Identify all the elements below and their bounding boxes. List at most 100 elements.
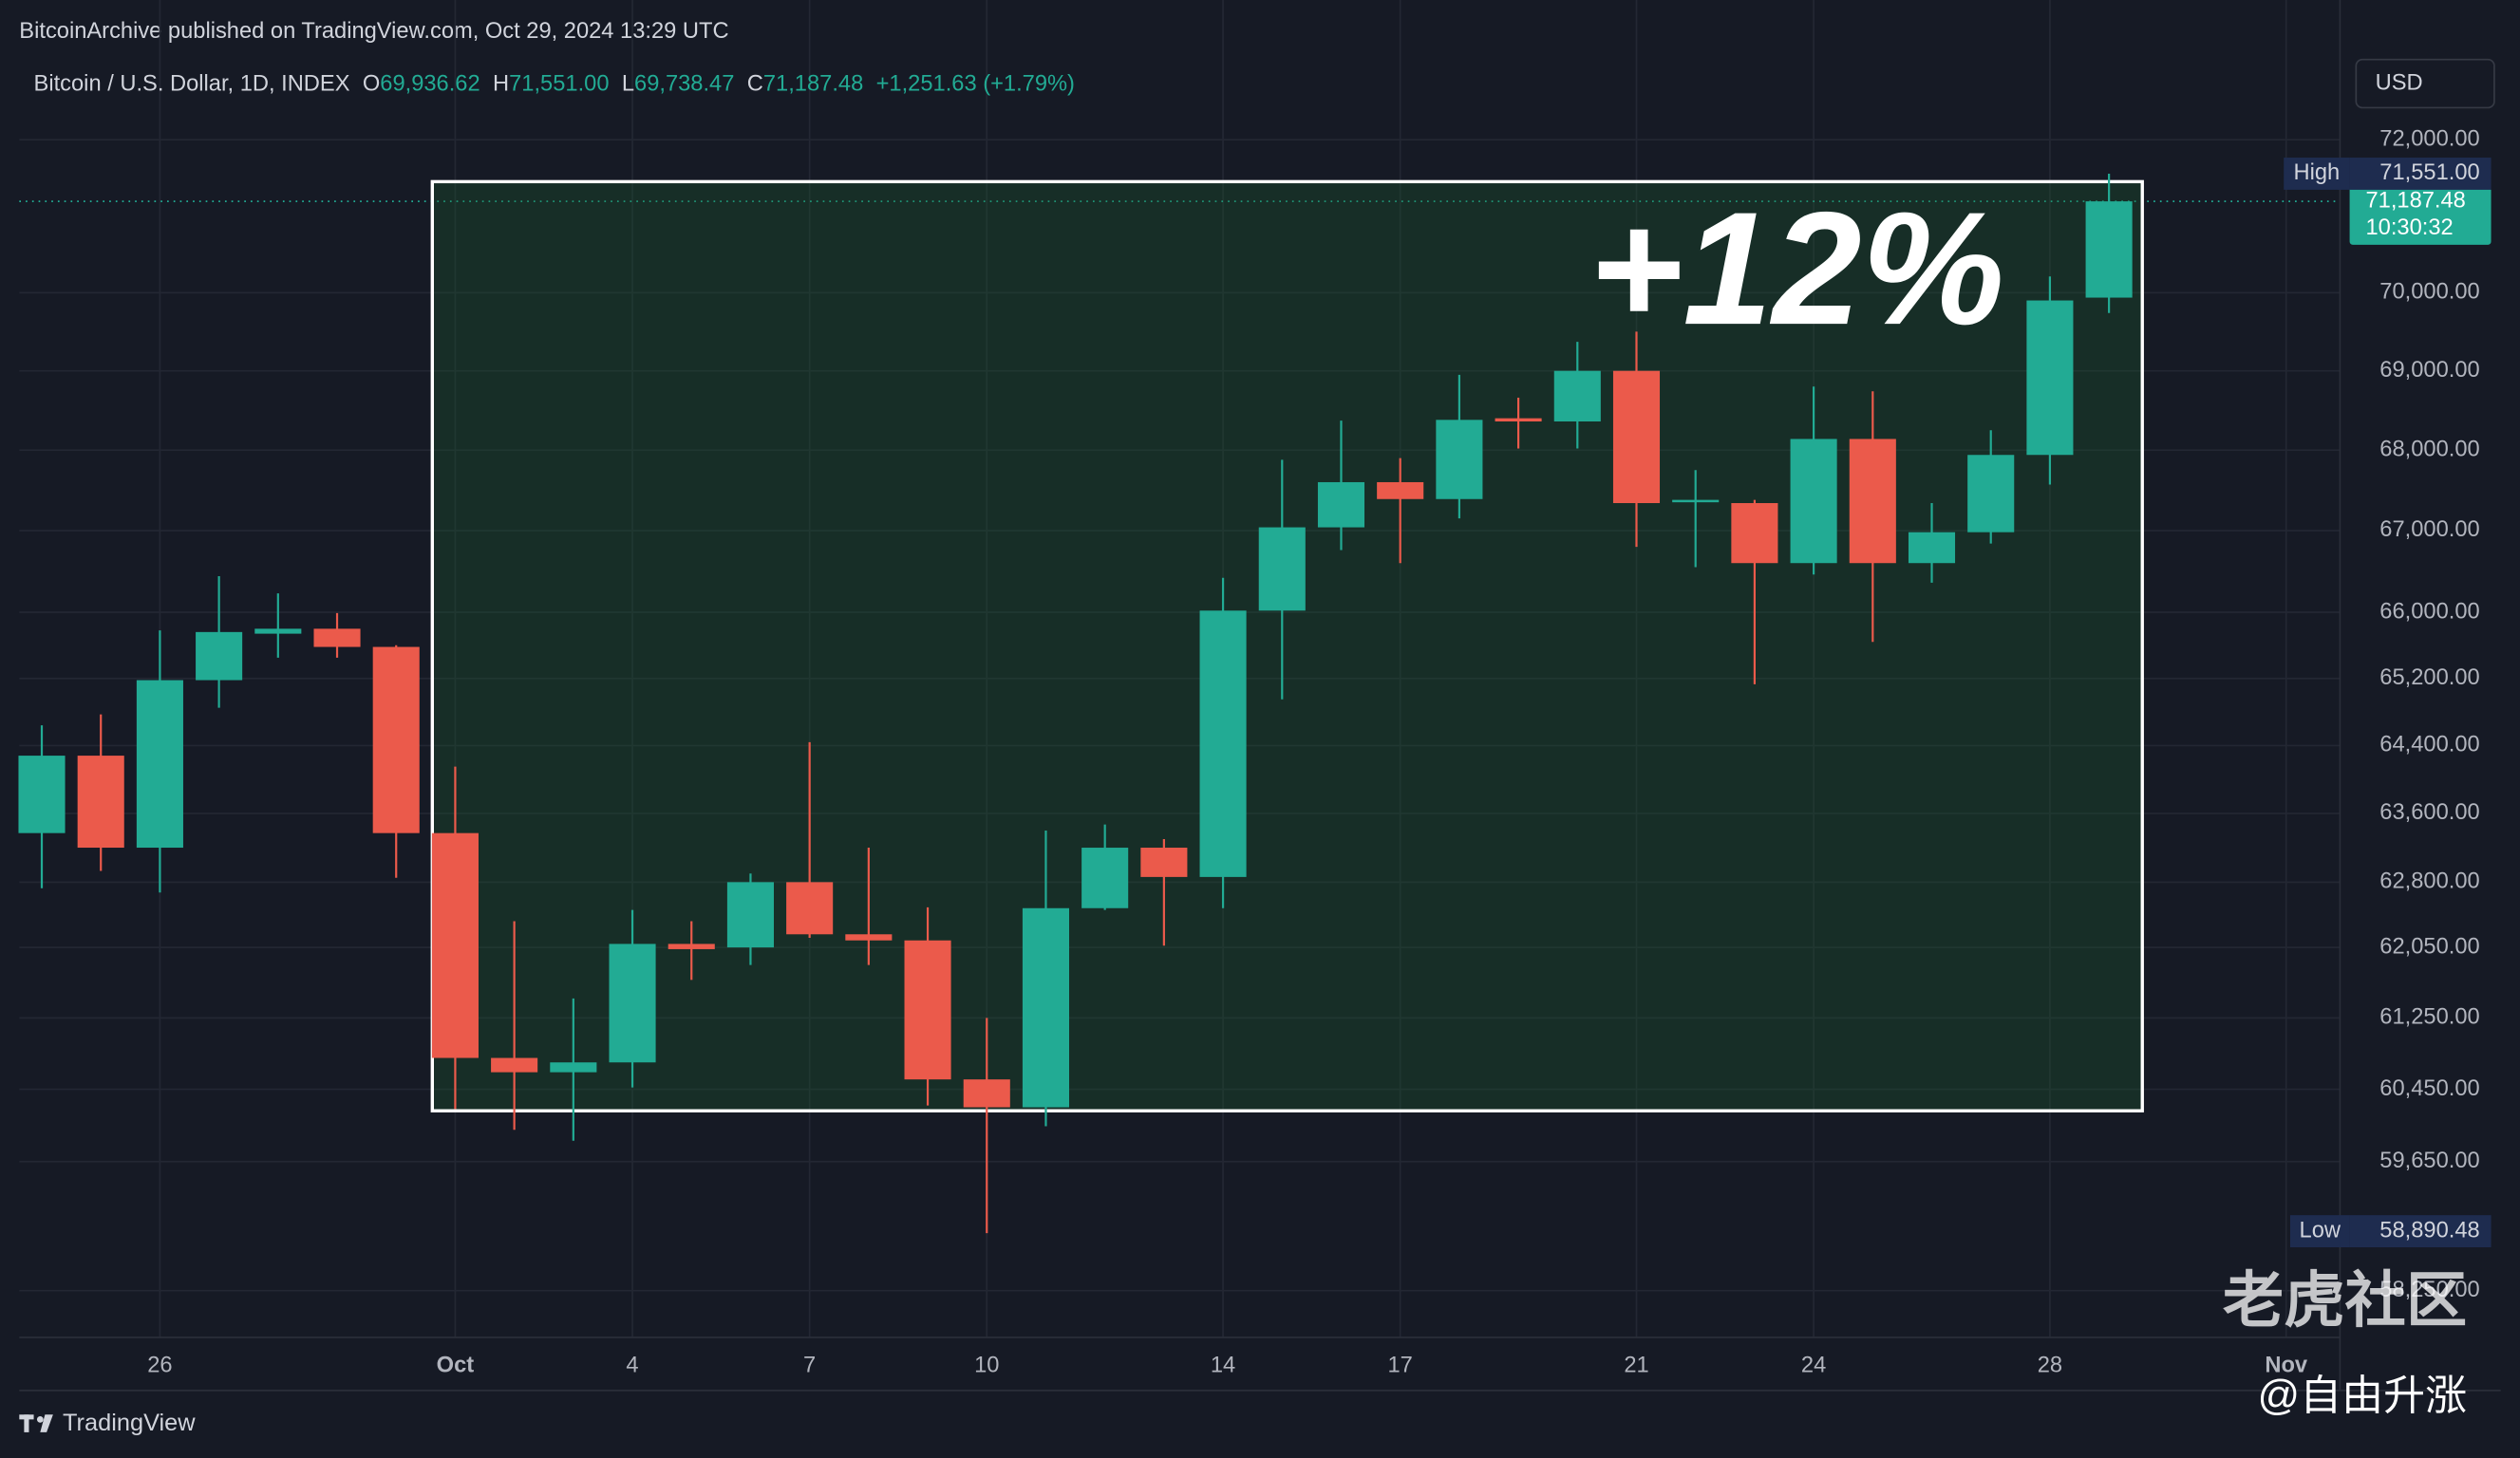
candle-body xyxy=(1495,418,1542,421)
y-tick-label: 58,250.00 xyxy=(2379,1278,2479,1302)
y-tick-label: 61,250.00 xyxy=(2379,1005,2479,1030)
countdown: 10:30:32 xyxy=(2366,215,2454,240)
candle-body xyxy=(18,756,66,833)
l-value: 69,738.47 xyxy=(634,72,734,97)
price-marker-name: High xyxy=(2294,160,2341,185)
candle-body xyxy=(1377,481,1424,499)
price-marker-name: Low xyxy=(2300,1218,2341,1243)
last-price-box xyxy=(2349,186,2492,245)
brand: TradingView xyxy=(63,1410,196,1436)
candle-body xyxy=(1199,610,1247,877)
price-marker-box xyxy=(2349,158,2492,190)
candle-body xyxy=(431,832,479,1058)
candle-body xyxy=(2026,300,2074,456)
candle-body xyxy=(372,646,420,833)
h-value: 71,551.00 xyxy=(509,72,609,97)
price-marker-label: 71,551.00 xyxy=(2379,160,2479,185)
candle-body xyxy=(196,631,243,681)
y-tick-label: 66,000.00 xyxy=(2379,599,2479,624)
y-tick-label: 59,650.00 xyxy=(2379,1149,2479,1173)
x-tick-label: 4 xyxy=(626,1354,638,1378)
price-marker-name-box xyxy=(2284,158,2350,190)
candle-body xyxy=(668,944,715,949)
h-key: H xyxy=(493,72,509,97)
candle-body xyxy=(136,680,183,849)
candle-body xyxy=(1731,503,1778,564)
o-key: O xyxy=(363,72,380,97)
l-key: L xyxy=(622,72,634,97)
y-tick-label: 70,000.00 xyxy=(2379,280,2479,305)
last-price-label: 71,187.48 xyxy=(2366,188,2466,213)
candle-body xyxy=(786,882,834,935)
candle-body xyxy=(1967,455,2015,533)
y-tick-label: 62,050.00 xyxy=(2379,934,2479,959)
watermark: 老虎社区 xyxy=(2223,1266,2467,1335)
candle-body xyxy=(904,940,951,1080)
candle-body xyxy=(77,756,124,849)
candle-body xyxy=(1908,532,1956,564)
price-marker-box xyxy=(2349,1215,2492,1248)
currency[interactable]: USD xyxy=(2376,70,2423,95)
o-value: 69,936.62 xyxy=(380,72,480,97)
range-box xyxy=(430,179,2144,1112)
x-tick-label: 21 xyxy=(1624,1354,1648,1378)
candle-body xyxy=(1612,370,1661,504)
candle-body xyxy=(550,1062,597,1073)
y-tick-label: 60,450.00 xyxy=(2379,1076,2479,1101)
y-tick-label: 72,000.00 xyxy=(2379,126,2479,151)
y-tick-label: 69,000.00 xyxy=(2379,358,2479,383)
x-tick-label: 10 xyxy=(974,1354,999,1378)
y-tick-label: 64,400.00 xyxy=(2379,733,2479,757)
currency-button[interactable] xyxy=(2355,58,2495,109)
publisher-line: BitcoinArchive published on TradingView.… xyxy=(19,19,728,44)
candle-body xyxy=(1022,907,1070,1108)
x-tick-label: Nov xyxy=(2265,1354,2308,1378)
candle-body xyxy=(1790,439,1837,564)
candles xyxy=(18,173,2133,1234)
candle-body xyxy=(1436,420,1483,499)
logo-part xyxy=(24,1414,29,1432)
candle-body xyxy=(1849,439,1896,564)
candle-body xyxy=(1140,848,1188,877)
x-tick-label: 14 xyxy=(1211,1354,1235,1378)
candle-body xyxy=(963,1079,1010,1108)
y-tick-label: 65,200.00 xyxy=(2379,665,2479,690)
candle-body xyxy=(609,944,656,1063)
ohlc-legend: Bitcoin / U.S. Dollar, 1D, INDEX O69,936… xyxy=(34,72,1075,97)
candle-body xyxy=(1317,481,1365,528)
price-marker-name-box xyxy=(2289,1215,2350,1248)
x-tick-label: Oct xyxy=(437,1354,475,1378)
symbol: Bitcoin / U.S. Dollar, 1D, INDEX xyxy=(34,72,350,97)
y-tick-label: 63,600.00 xyxy=(2379,800,2479,825)
x-tick-label: 17 xyxy=(1388,1354,1413,1378)
candle-body xyxy=(313,628,361,647)
candle-body xyxy=(1081,848,1129,908)
change: +1,251.63 (+1.79%) xyxy=(876,72,1075,97)
x-tick-label: 28 xyxy=(2038,1354,2062,1378)
candle-body xyxy=(1553,370,1601,421)
y-tick-label: 68,000.00 xyxy=(2379,437,2479,461)
candle-body xyxy=(2085,201,2133,298)
axis-labels: 72,000.00 70,000.00 69,000.00 68,000.00 67,0… xyxy=(147,126,2492,1378)
candle-body xyxy=(845,934,893,941)
logo-part xyxy=(36,1415,44,1423)
candle-body xyxy=(491,1057,538,1073)
price-marker-label: 58,890.48 xyxy=(2379,1218,2479,1243)
y-tick-label: 62,800.00 xyxy=(2379,869,2479,894)
candle-body xyxy=(726,882,774,948)
c-key: C xyxy=(747,72,763,97)
y-tick-label: 67,000.00 xyxy=(2379,517,2479,542)
c-value: 71,187.48 xyxy=(763,72,863,97)
candle-body xyxy=(1672,499,1720,503)
x-tick-label: 24 xyxy=(1801,1354,1826,1378)
candle-body xyxy=(1258,527,1306,611)
x-tick-label: 7 xyxy=(803,1354,816,1378)
brand-logo xyxy=(19,1414,53,1432)
candle-body xyxy=(254,628,302,634)
logo-part xyxy=(40,1414,53,1432)
annotation: +12% xyxy=(1589,178,2005,358)
x-tick-label: 26 xyxy=(147,1354,172,1378)
watermark-user: @自由升涨 xyxy=(2258,1373,2468,1419)
